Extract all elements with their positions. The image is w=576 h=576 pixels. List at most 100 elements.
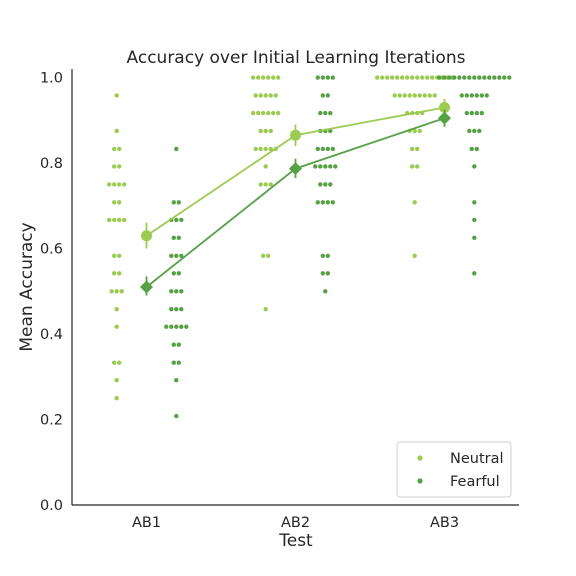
y-tick-label: 0.2 bbox=[40, 413, 63, 429]
data-point-neutral bbox=[268, 146, 273, 152]
legend-label-fearful: Fearful bbox=[450, 474, 500, 490]
data-point-fearful bbox=[171, 342, 176, 347]
data-point-neutral bbox=[114, 289, 119, 294]
mean-lines-layer bbox=[140, 98, 451, 296]
data-point-neutral bbox=[107, 217, 112, 223]
x-tick-label: AB1 bbox=[132, 515, 161, 531]
data-point-fearful bbox=[171, 235, 176, 241]
data-point-neutral bbox=[407, 93, 412, 98]
data-point-neutral bbox=[380, 75, 385, 80]
data-point-fearful bbox=[315, 75, 320, 80]
data-point-neutral bbox=[114, 128, 119, 134]
data-point-fearful bbox=[169, 324, 174, 329]
data-point-fearful bbox=[325, 271, 330, 276]
data-point-fearful bbox=[176, 235, 181, 241]
data-point-fearful bbox=[330, 75, 335, 80]
data-point-neutral bbox=[276, 110, 281, 116]
data-point-neutral bbox=[273, 93, 278, 98]
data-point-neutral bbox=[422, 93, 427, 98]
data-point-fearful bbox=[507, 75, 512, 80]
mean-marker-fearful bbox=[438, 111, 451, 125]
data-point-neutral bbox=[112, 200, 117, 205]
data-point-neutral bbox=[261, 75, 266, 80]
data-point-fearful bbox=[164, 324, 169, 329]
data-point-neutral bbox=[263, 93, 268, 98]
data-point-neutral bbox=[415, 164, 420, 169]
data-point-neutral bbox=[114, 395, 119, 401]
mean-marker-neutral bbox=[439, 101, 450, 113]
data-point-fearful bbox=[323, 164, 328, 169]
data-point-neutral bbox=[276, 75, 281, 80]
data-point-fearful bbox=[179, 289, 184, 294]
data-point-fearful bbox=[174, 377, 179, 383]
data-point-neutral bbox=[412, 93, 417, 98]
data-point-fearful bbox=[174, 307, 179, 312]
data-point-fearful bbox=[328, 164, 333, 169]
data-point-fearful bbox=[174, 217, 179, 223]
data-point-neutral bbox=[114, 307, 119, 312]
data-point-neutral bbox=[119, 289, 124, 294]
y-tick-label: 1.0 bbox=[40, 71, 63, 87]
data-point-neutral bbox=[112, 253, 117, 258]
data-point-fearful bbox=[447, 75, 452, 80]
data-point-fearful bbox=[176, 342, 181, 347]
data-point-fearful bbox=[457, 75, 462, 80]
legend-frame bbox=[396, 441, 512, 498]
data-point-fearful bbox=[452, 75, 457, 80]
data-point-neutral bbox=[266, 75, 271, 80]
y-tick-label: 0.4 bbox=[40, 327, 63, 343]
data-point-fearful bbox=[179, 217, 184, 223]
data-point-neutral bbox=[268, 182, 273, 187]
data-point-neutral bbox=[117, 253, 122, 258]
data-point-fearful bbox=[179, 253, 184, 258]
data-point-fearful bbox=[174, 289, 179, 294]
data-point-neutral bbox=[122, 217, 127, 223]
data-point-neutral bbox=[415, 146, 420, 152]
y-tick-label: 0.8 bbox=[40, 156, 63, 172]
data-point-fearful bbox=[325, 75, 330, 80]
x-tick-label: AB2 bbox=[281, 515, 310, 531]
data-point-fearful bbox=[174, 413, 179, 419]
data-point-neutral bbox=[417, 128, 422, 134]
data-point-neutral bbox=[425, 75, 430, 80]
data-point-neutral bbox=[271, 75, 276, 80]
data-point-neutral bbox=[117, 164, 122, 169]
data-point-neutral bbox=[112, 360, 117, 365]
data-point-fearful bbox=[323, 289, 328, 294]
data-point-fearful bbox=[479, 93, 484, 98]
data-point-fearful bbox=[464, 93, 469, 98]
data-point-fearful bbox=[464, 110, 469, 116]
data-point-neutral bbox=[263, 307, 268, 312]
data-point-fearful bbox=[325, 93, 330, 98]
data-point-neutral bbox=[405, 75, 410, 80]
x-axis-label: Test bbox=[278, 531, 313, 551]
data-point-fearful bbox=[474, 93, 479, 98]
data-point-fearful bbox=[318, 164, 323, 169]
data-point-neutral bbox=[432, 93, 437, 98]
data-point-fearful bbox=[472, 235, 477, 241]
data-point-neutral bbox=[117, 360, 122, 365]
data-point-fearful bbox=[442, 75, 447, 80]
data-point-neutral bbox=[258, 146, 263, 152]
data-point-fearful bbox=[325, 146, 330, 152]
data-point-fearful bbox=[179, 324, 184, 329]
data-point-fearful bbox=[179, 307, 184, 312]
y-tick-label: 0.6 bbox=[40, 242, 63, 258]
data-point-fearful bbox=[320, 146, 325, 152]
chart-title: Accuracy over Initial Learning Iteration… bbox=[127, 48, 466, 68]
data-point-fearful bbox=[323, 110, 328, 116]
data-point-neutral bbox=[266, 110, 271, 116]
data-point-neutral bbox=[268, 128, 273, 134]
x-tick-labels: AB1 AB2 AB3 bbox=[132, 515, 459, 531]
legend-marker-fearful bbox=[417, 478, 423, 484]
data-point-fearful bbox=[502, 75, 507, 80]
data-point-fearful bbox=[469, 93, 474, 98]
data-point-neutral bbox=[107, 182, 112, 187]
data-point-neutral bbox=[258, 182, 263, 187]
data-point-fearful bbox=[320, 93, 325, 98]
data-point-fearful bbox=[320, 253, 325, 258]
data-point-fearful bbox=[315, 146, 320, 152]
data-point-neutral bbox=[412, 253, 417, 258]
data-point-fearful bbox=[323, 182, 328, 187]
data-point-fearful bbox=[467, 75, 472, 80]
